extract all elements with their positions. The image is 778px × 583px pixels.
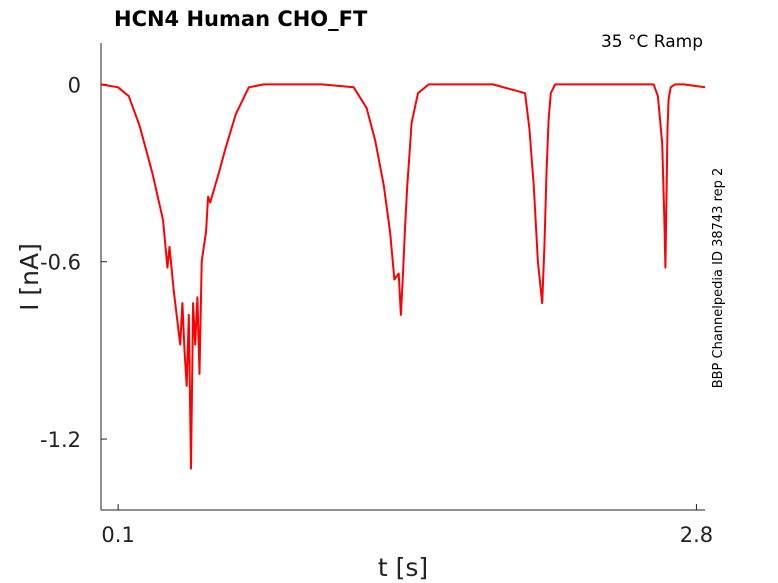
x-tick-label: 0.1	[101, 523, 134, 547]
plot-area: 0.1 2.8 0 -0.6 -1.2	[40, 43, 713, 547]
ticks: 0.1 2.8 0 -0.6 -1.2	[40, 73, 713, 547]
chart-title: HCN4 Human CHO_FT	[114, 7, 368, 31]
y-tick-label: -0.6	[40, 251, 81, 275]
current-trace-line	[100, 83, 706, 470]
series-layer	[100, 83, 706, 470]
y-tick-label: 0	[68, 73, 81, 97]
condition-annotation: 35 °C Ramp	[601, 32, 703, 52]
y-tick-label: -1.2	[40, 428, 81, 452]
x-tick-label: 2.8	[680, 523, 713, 547]
y-axis-label: I [nA]	[15, 243, 44, 311]
x-axis-label: t [s]	[378, 553, 428, 582]
dataset-id-note: BBP Channelpedia ID 38743 rep 2	[711, 168, 726, 389]
